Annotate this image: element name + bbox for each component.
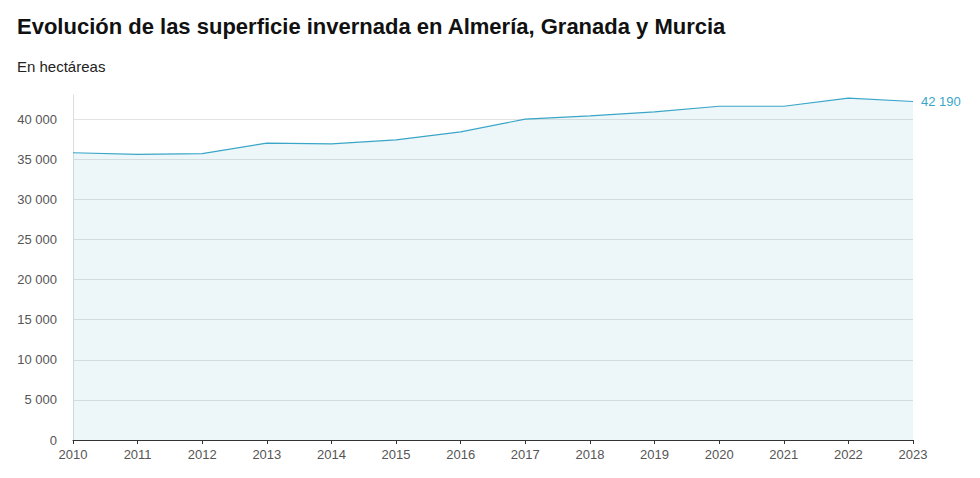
svg-text:5 000: 5 000	[24, 392, 57, 407]
svg-text:2015: 2015	[382, 447, 411, 462]
svg-text:2023: 2023	[899, 447, 928, 462]
svg-text:2016: 2016	[446, 447, 475, 462]
svg-text:35 000: 35 000	[17, 152, 57, 167]
svg-text:2014: 2014	[317, 447, 346, 462]
svg-text:2013: 2013	[252, 447, 281, 462]
svg-text:2019: 2019	[640, 447, 669, 462]
svg-text:2022: 2022	[834, 447, 863, 462]
svg-text:0: 0	[50, 433, 57, 448]
svg-text:30 000: 30 000	[17, 192, 57, 207]
svg-text:20 000: 20 000	[17, 272, 57, 287]
svg-text:2018: 2018	[575, 447, 604, 462]
svg-text:2017: 2017	[511, 447, 540, 462]
svg-text:2021: 2021	[769, 447, 798, 462]
svg-text:10 000: 10 000	[17, 352, 57, 367]
svg-text:En hectáreas: En hectáreas	[17, 58, 105, 75]
svg-text:40 000: 40 000	[17, 112, 57, 127]
svg-text:Evolución de las superficie in: Evolución de las superficie invernada en…	[17, 14, 726, 39]
svg-text:25 000: 25 000	[17, 232, 57, 247]
svg-text:42 190: 42 190	[921, 94, 961, 109]
svg-text:2012: 2012	[188, 447, 217, 462]
svg-text:15 000: 15 000	[17, 312, 57, 327]
svg-text:2010: 2010	[59, 447, 88, 462]
svg-text:2011: 2011	[124, 447, 152, 462]
svg-text:2020: 2020	[705, 447, 734, 462]
